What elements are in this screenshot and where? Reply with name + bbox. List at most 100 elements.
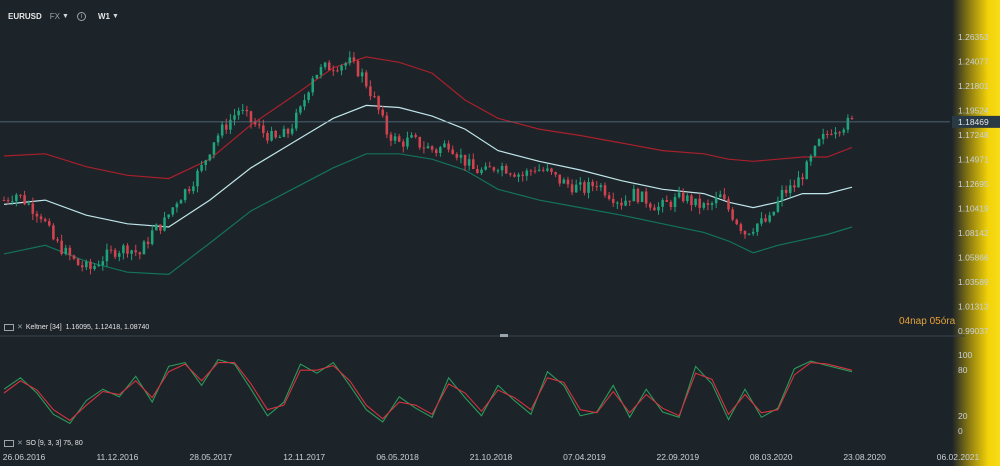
chevron-down-icon[interactable]: ▼ [111, 12, 119, 20]
price-tick-label: 1.10419 [958, 203, 989, 213]
candle-body [89, 261, 92, 270]
candle-body [710, 203, 714, 205]
candle-body [443, 143, 446, 148]
candle-body [673, 197, 677, 208]
candle-body [500, 165, 504, 171]
candle-body [80, 265, 84, 268]
candle-body [723, 194, 726, 200]
price-tick-label: 1.21801 [958, 81, 989, 91]
candle-body [117, 253, 121, 257]
candle-body [537, 169, 541, 171]
candle-body [784, 189, 788, 193]
candle-body [356, 60, 360, 77]
candle-body [130, 250, 133, 254]
candle-body [768, 215, 771, 222]
price-tick-label: 1.26353 [958, 32, 989, 42]
candle-body [397, 136, 401, 142]
candle-body [192, 186, 195, 192]
time-tick-label: 21.10.2018 [470, 452, 513, 462]
time-tick-label: 28.05.2017 [190, 452, 233, 462]
so-k-line [3, 358, 853, 425]
candle-body [439, 147, 442, 154]
candle-body [43, 219, 47, 222]
candle-countdown: 04nap 05óra [899, 316, 955, 327]
candle-body [315, 74, 319, 79]
candle-body [587, 181, 590, 193]
candle-body [813, 145, 817, 156]
indicator-settings-icon[interactable] [4, 439, 14, 447]
candle-body [830, 134, 833, 136]
candle-body [636, 188, 640, 203]
candle-body [595, 186, 599, 188]
candle-body [583, 182, 586, 193]
candle-body [72, 255, 76, 259]
chevron-down-icon[interactable]: ▼ [62, 12, 69, 20]
candle-body [414, 135, 417, 137]
candle-body [31, 203, 35, 214]
candle-body [122, 245, 125, 254]
so-params: [9, 3, 3] 75, 80 [37, 439, 83, 447]
candle-body [6, 200, 10, 202]
timeframe-selector[interactable]: W1 [97, 11, 110, 21]
candle-body [200, 164, 203, 171]
candle-body [743, 230, 747, 235]
candle-body [183, 189, 187, 201]
candle-body [377, 96, 380, 110]
candle-body [418, 136, 422, 148]
candle-body [344, 63, 347, 66]
candle-body [698, 198, 701, 208]
candle-body [488, 166, 492, 168]
candle-body [727, 199, 730, 210]
candle-body [381, 109, 384, 116]
candle-body [718, 194, 722, 198]
candle-body [319, 67, 323, 75]
candle-body [155, 224, 158, 231]
candle-body [290, 128, 294, 134]
candle-body [220, 124, 224, 136]
candle-body [393, 136, 397, 141]
market-label[interactable]: FX [49, 11, 61, 21]
candle-body [504, 165, 508, 174]
candle-body [19, 194, 22, 196]
candle-body [628, 200, 631, 202]
countdown-hours: 05 [929, 316, 941, 327]
candle-body [451, 149, 454, 155]
candle-body [402, 141, 405, 147]
candle-body [681, 192, 685, 202]
candle-body [751, 231, 755, 234]
candle-body [492, 167, 496, 171]
candle-body [179, 200, 183, 204]
symbol-label[interactable]: EURUSD [8, 11, 42, 21]
candle-body [550, 168, 553, 173]
keltner-values: 1.16095, 1.12418, 1.08740 [65, 323, 150, 331]
candle-body [801, 177, 804, 180]
info-icon[interactable]: i [76, 11, 86, 21]
candle-body [97, 265, 100, 267]
candle-body [764, 218, 767, 222]
time-tick-label: 08.03.2020 [750, 452, 793, 462]
candle-body [821, 133, 825, 140]
indicator-settings-icon[interactable] [4, 323, 14, 331]
candle-body [788, 185, 792, 193]
candle-body [406, 137, 409, 147]
candle-body [624, 200, 627, 206]
candle-body [56, 239, 59, 241]
indicator-close-icon[interactable]: ✕ [17, 440, 23, 447]
keltner-params: [34] [50, 323, 62, 331]
candle-body [303, 99, 306, 107]
candle-body [369, 86, 372, 97]
indicator-close-icon[interactable]: ✕ [17, 324, 23, 331]
candle-body [146, 241, 150, 245]
candle-body [731, 209, 734, 220]
candle-body [521, 174, 524, 176]
candle-body [463, 154, 467, 166]
candle-body [434, 149, 438, 154]
candle-body [340, 65, 343, 71]
candle-body [241, 109, 245, 111]
candle-body [620, 202, 623, 206]
candle-body [373, 96, 376, 98]
keltner-name: Keltner [25, 323, 49, 331]
candle-body [307, 92, 310, 100]
candle-body [142, 241, 146, 255]
